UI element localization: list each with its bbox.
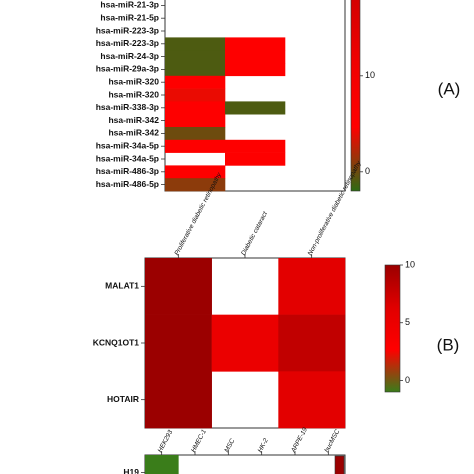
row-label: hsa-miR-486-5p [96, 179, 159, 189]
colorbar-tick-label: 10 [405, 259, 415, 269]
heatmap-cell [225, 152, 286, 166]
heatmap-cell [145, 455, 179, 474]
row-label: HOTAIR [107, 394, 139, 404]
heatmap-cell [278, 371, 346, 429]
colorbar [350, 0, 361, 192]
row-label: hsa-miR-486-3p [96, 166, 159, 176]
column-label: MSC [223, 437, 236, 453]
heatmap-cell [165, 139, 226, 153]
row-label: hsa-miR-24-3p [100, 51, 159, 61]
heatmap-cell [225, 101, 286, 115]
row-label: KCNQ1OT1 [93, 337, 140, 347]
heatmap-cell [145, 258, 212, 315]
column-label: ARPE-19 [290, 426, 310, 454]
heatmap-cell [165, 165, 226, 179]
heatmap-cell [278, 314, 346, 372]
column-label: HK-2 [257, 437, 270, 454]
colorbar-tick-label: 0 [405, 375, 410, 385]
row-label: hsa-miR-342 [108, 128, 159, 138]
row-label: MALAT1 [105, 281, 139, 291]
row-label: hsa-miR-223-3p [96, 38, 159, 48]
heatmap-cell [165, 37, 226, 51]
heatmap-cell [165, 50, 226, 64]
colorbar [384, 264, 401, 393]
colorbar-tick-label: 0 [365, 166, 370, 176]
row-label: hsa-miR-320 [108, 89, 159, 99]
heatmap-cell [145, 314, 212, 372]
column-label: HMEC-1 [190, 428, 208, 454]
colorbar [334, 455, 345, 474]
heatmap-cell [165, 127, 226, 141]
column-label: Diabetic cataract [240, 210, 269, 257]
heatmap-cell [225, 37, 286, 51]
heatmap-cell [278, 258, 346, 315]
row-label: hsa-miR-21-5p [100, 12, 159, 22]
heatmap-cell [165, 178, 226, 192]
heatmap-cell [165, 101, 226, 115]
heatmap-cell [165, 63, 226, 77]
heatmap-cell [145, 371, 212, 429]
colorbar-tick-label: 5 [405, 317, 410, 327]
row-label: hsa-miR-223-3p [96, 25, 159, 35]
heatmap-cell [225, 50, 286, 64]
heatmap-cell [165, 88, 226, 102]
row-label: hsa-miR-320 [108, 76, 159, 86]
panel-label: (A) [438, 79, 461, 98]
row-label: hsa-miR-34a-5p [96, 153, 159, 163]
row-label: hsa-miR-21-3p [100, 0, 159, 10]
row-label: hsa-miR-29a-3p [96, 64, 159, 74]
panel-label: (B) [437, 335, 460, 354]
column-label: hucMSC [323, 428, 341, 454]
heatmap-cell [211, 314, 279, 372]
colorbar-tick-label: 10 [365, 70, 375, 80]
heatmap-cell [165, 114, 226, 128]
row-label: H19 [123, 467, 139, 474]
heatmap-cell [165, 75, 226, 89]
heatmap-cell [225, 63, 286, 77]
row-label: hsa-miR-34a-5p [96, 140, 159, 150]
row-label: hsa-miR-338-3p [96, 102, 159, 112]
column-label: HEK293 [157, 429, 175, 454]
row-label: hsa-miR-342 [108, 115, 159, 125]
heatmap-cell [225, 139, 286, 153]
